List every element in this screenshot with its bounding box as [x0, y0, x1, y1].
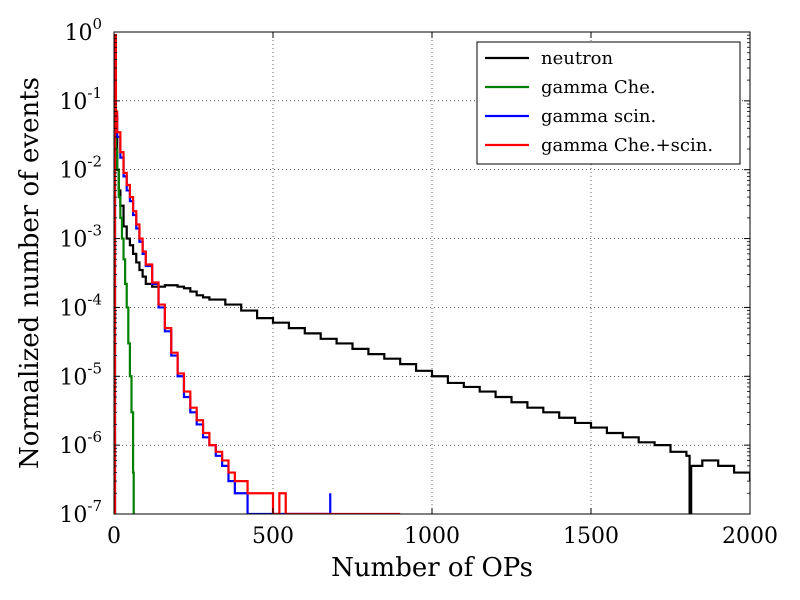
tick-labels: 0 500 1000 1500 200010-710-610-510-410-310-2…: [59, 15, 778, 549]
y-axis-title: Normalized number of events: [15, 77, 45, 469]
x-tick-label: 1000: [404, 524, 460, 549]
series-line-3: [114, 34, 401, 514]
series-line-0: [114, 37, 750, 514]
y-tick-base: 10: [59, 90, 87, 115]
x-tick-label: 2000: [722, 524, 778, 549]
y-tick-exponent: -7: [87, 497, 102, 515]
y-tick-exponent: 0: [92, 15, 102, 33]
legend: neutron gamma Che. gamma scin. gamma Che.+s…: [476, 41, 741, 165]
y-tick-exponent: -6: [87, 428, 102, 446]
x-axis-title: Number of OPs: [331, 553, 533, 583]
series-line-2: [114, 34, 332, 514]
y-tick-exponent: -1: [87, 84, 102, 102]
y-tick-exponent: -2: [87, 153, 102, 171]
y-tick-label: 10-2: [59, 153, 102, 184]
y-tick-label: 10-3: [59, 222, 102, 253]
y-tick-label: 100: [64, 15, 102, 46]
legend-box: [476, 41, 741, 165]
y-tick-base: 10: [59, 434, 87, 459]
y-tick-label: 10-7: [59, 497, 102, 528]
y-tick-exponent: -4: [87, 290, 102, 308]
y-tick-base: 10: [59, 296, 87, 321]
legend-label-0: neutron: [541, 48, 614, 69]
y-tick-label: 10-6: [59, 428, 102, 459]
axis-ticks: [113, 31, 751, 515]
x-tick-label: 0: [107, 524, 121, 549]
y-tick-base: 10: [59, 228, 87, 253]
y-tick-label: 10-4: [59, 290, 102, 321]
x-tick-label: 500: [252, 524, 294, 549]
legend-label-3: gamma Che.+scin.: [541, 135, 713, 156]
x-tick-label: 1500: [563, 524, 619, 549]
y-tick-base: 10: [59, 503, 87, 528]
legend-label-2: gamma scin.: [541, 106, 656, 127]
y-tick-exponent: -5: [87, 359, 102, 377]
y-tick-base: 10: [64, 21, 92, 46]
y-tick-base: 10: [59, 159, 87, 184]
y-tick-base: 10: [59, 365, 87, 390]
y-tick-label: 10-5: [59, 359, 102, 390]
y-tick-label: 10-1: [59, 84, 102, 115]
y-tick-exponent: -3: [87, 222, 102, 240]
legend-label-1: gamma Che.: [541, 77, 656, 98]
